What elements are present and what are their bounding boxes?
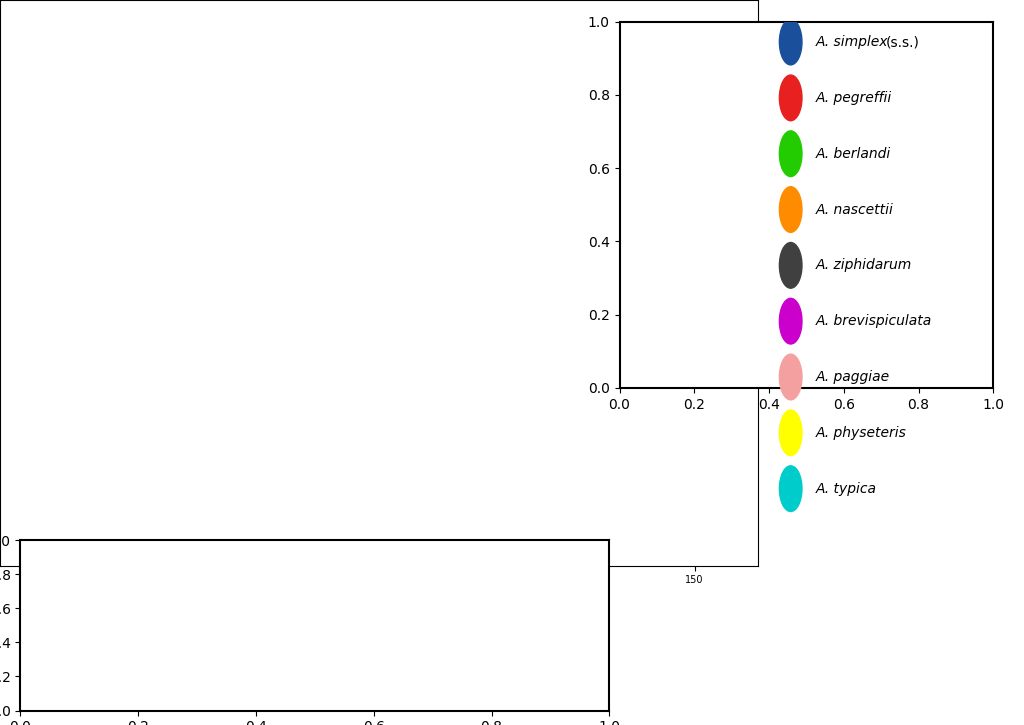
Circle shape [779,410,802,456]
Text: (s.s.): (s.s.) [886,35,920,49]
Text: A. nascettii: A. nascettii [816,202,894,217]
Circle shape [779,299,802,344]
Text: A. physeteris: A. physeteris [816,426,906,440]
Circle shape [779,187,802,233]
Circle shape [779,355,802,400]
Circle shape [779,131,802,177]
Circle shape [779,20,802,65]
Text: A. pegreffii: A. pegreffii [816,91,892,105]
Circle shape [779,75,802,120]
Circle shape [779,242,802,288]
Text: A. berlandi: A. berlandi [816,146,891,161]
Text: A. paggiae: A. paggiae [816,370,890,384]
Text: A. typica: A. typica [816,481,877,496]
Text: A. simplex: A. simplex [816,35,893,49]
Text: A. ziphidarum: A. ziphidarum [816,258,912,273]
Text: A. brevispiculata: A. brevispiculata [816,314,932,328]
Circle shape [779,466,802,512]
